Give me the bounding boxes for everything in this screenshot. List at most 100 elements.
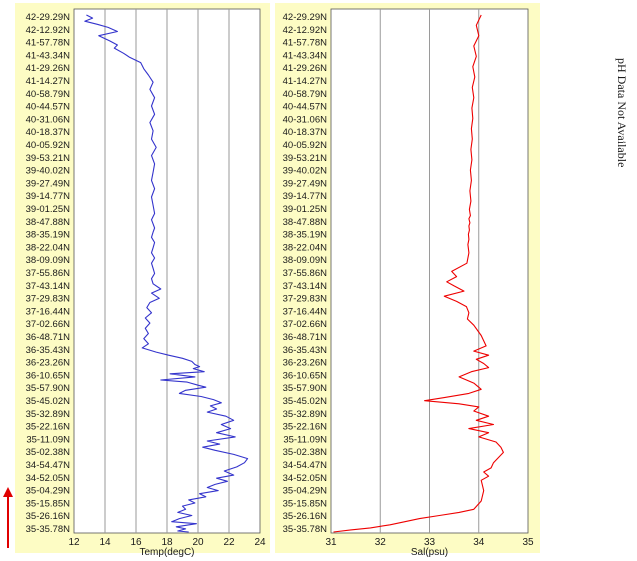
temp-y-tick-label: 35-02.38N — [26, 447, 71, 458]
sal-y-tick-label: 39-40.02N — [283, 166, 328, 177]
sal-y-tick-label: 40-31.06N — [283, 114, 328, 125]
temp-y-tick-label: 38-47.88N — [26, 217, 71, 228]
sal-x-tick-label: 35 — [522, 537, 534, 548]
sal-y-tick-label: 39-53.21N — [283, 153, 328, 164]
temp-y-tick-label: 41-57.78N — [26, 38, 71, 49]
temp-y-tick-label: 34-52.05N — [26, 473, 71, 484]
sal-y-tick-label: 39-27.49N — [283, 178, 328, 189]
sal-y-tick-label: 35-32.89N — [283, 409, 328, 420]
temp-x-tick-label: 18 — [161, 537, 173, 548]
sal-y-tick-label: 41-14.27N — [283, 76, 328, 87]
temp-y-tick-label: 36-48.71N — [26, 332, 71, 343]
temp-y-tick-label: 37-55.86N — [26, 268, 71, 279]
temp-x-tick-label: 14 — [99, 537, 111, 548]
temp-y-tick-label: 35-04.29N — [26, 486, 71, 497]
temp-y-tick-label: 35-15.85N — [26, 498, 71, 509]
temp-y-tick-label: 36-35.43N — [26, 345, 71, 356]
temp-x-tick-label: 22 — [223, 537, 235, 548]
temp-y-tick-label: 39-14.77N — [26, 191, 71, 202]
temp-y-tick-label: 37-43.14N — [26, 281, 71, 292]
temp-y-tick-label: 39-27.49N — [26, 178, 71, 189]
temp-y-tick-label: 42-29.29N — [26, 12, 71, 23]
temp-y-tick-label: 35-11.09N — [26, 434, 70, 445]
sal-series-line — [333, 14, 504, 533]
temp-y-tick-label: 41-29.26N — [26, 63, 71, 74]
side-note: pH Data Not Available — [615, 58, 629, 167]
temp-y-tick-label: 41-14.27N — [26, 76, 71, 87]
sal-y-tick-label: 41-57.78N — [283, 38, 328, 49]
temp-x-tick-label: 12 — [68, 537, 80, 548]
sal-y-tick-label: 40-05.92N — [283, 140, 328, 151]
sal-y-tick-label: 34-54.47N — [283, 460, 328, 471]
temp-y-tick-label: 42-12.92N — [26, 25, 71, 36]
sal-y-tick-label: 40-44.57N — [283, 102, 328, 113]
temp-y-tick-label: 40-44.57N — [26, 102, 71, 113]
temp-y-tick-label: 39-40.02N — [26, 166, 71, 177]
sal-y-tick-label: 35-45.02N — [283, 396, 328, 407]
temp-y-tick-label: 35-45.02N — [26, 396, 71, 407]
sal-y-tick-label: 37-29.83N — [283, 294, 328, 305]
sal-y-tick-label: 38-35.19N — [283, 230, 328, 241]
sal-y-tick-label: 37-16.44N — [283, 306, 328, 317]
sal-y-tick-label: 35-22.16N — [283, 422, 328, 433]
temp-y-tick-label: 39-01.25N — [26, 204, 71, 215]
temp-y-tick-label: 40-18.37N — [26, 127, 71, 138]
sal-x-tick-label: 34 — [473, 537, 485, 548]
sal-y-tick-label: 35-35.78N — [283, 524, 328, 535]
sal-y-tick-label: 38-47.88N — [283, 217, 328, 228]
sal-y-tick-label: 35-04.29N — [283, 486, 328, 497]
temp-y-tick-label: 41-43.34N — [26, 50, 71, 61]
sal-x-tick-label: 31 — [325, 537, 337, 548]
sal-y-tick-label: 40-18.37N — [283, 127, 328, 138]
temp-y-tick-label: 37-29.83N — [26, 294, 71, 305]
temp-y-tick-label: 40-05.92N — [26, 140, 71, 151]
temp-y-tick-label: 38-09.09N — [26, 255, 71, 266]
sal-y-tick-label: 37-02.66N — [283, 319, 328, 330]
sal-y-tick-label: 37-55.86N — [283, 268, 328, 279]
temp-x-axis-label: Temp(degC) — [139, 547, 194, 558]
sal-x-tick-label: 32 — [375, 537, 387, 548]
temp-y-tick-label: 39-53.21N — [26, 153, 71, 164]
sal-y-tick-label: 35-02.38N — [283, 447, 328, 458]
sal-y-tick-label: 34-52.05N — [283, 473, 328, 484]
sal-y-tick-label: 41-43.34N — [283, 50, 328, 61]
temp-y-tick-label: 35-22.16N — [26, 422, 71, 433]
sal-y-tick-label: 42-12.92N — [283, 25, 328, 36]
sal-y-tick-label: 35-26.16N — [283, 511, 328, 522]
temp-y-tick-label: 38-35.19N — [26, 230, 71, 241]
temperature-chart: 12 14 16 18 20 22 24 42-29.29N 42-12.92N 41-57.78… — [15, 3, 270, 558]
temp-x-tick-label: 16 — [130, 537, 142, 548]
sal-y-tick-label: 36-35.43N — [283, 345, 328, 356]
direction-arrow — [3, 487, 13, 548]
temp-y-tick-label: 35-26.16N — [26, 511, 71, 522]
temp-x-tick-label: 20 — [192, 537, 204, 548]
temp-y-tick-label: 35-35.78N — [26, 524, 71, 535]
temp-y-tick-label: 36-23.26N — [26, 358, 71, 369]
temp-y-tick-label: 35-32.89N — [26, 409, 71, 420]
sal-x-axis-label: Sal(psu) — [411, 547, 448, 558]
temp-y-tick-label: 37-16.44N — [26, 306, 71, 317]
temp-y-tick-label: 34-54.47N — [26, 460, 71, 471]
sal-y-tick-label: 35-57.90N — [283, 383, 328, 394]
sal-y-tick-label: 39-01.25N — [283, 204, 328, 215]
sal-y-tick-label: 40-58.79N — [283, 89, 328, 100]
sal-y-tick-label: 38-22.04N — [283, 242, 328, 253]
temp-series-line — [84, 14, 249, 533]
sal-y-tick-label: 41-29.26N — [283, 63, 328, 74]
sal-y-tick-label: 42-29.29N — [283, 12, 328, 23]
temp-y-tick-label: 36-10.65N — [26, 370, 71, 381]
temp-x-tick-label: 24 — [254, 537, 266, 548]
salinity-chart: 31 32 33 34 3542-29.29N42-12.92N41-57.78N41-… — [275, 3, 540, 558]
sal-y-tick-label: 39-14.77N — [283, 191, 328, 202]
temp-y-tick-label: 38-22.04N — [26, 242, 71, 253]
sal-y-tick-label: 38-09.09N — [283, 255, 328, 266]
temp-y-tick-label: 35-57.90N — [26, 383, 71, 394]
temp-y-tick-label: 37-02.66N — [26, 319, 71, 330]
sal-y-tick-label: 36-10.65N — [283, 370, 328, 381]
sal-x-tick-label: 33 — [424, 537, 436, 548]
temp-y-tick-label: 40-31.06N — [26, 114, 71, 125]
temp-y-tick-label: 40-58.79N — [26, 89, 71, 100]
sal-y-tick-label: 35-11.09N — [283, 434, 327, 445]
sal-y-tick-label: 36-23.26N — [283, 358, 328, 369]
